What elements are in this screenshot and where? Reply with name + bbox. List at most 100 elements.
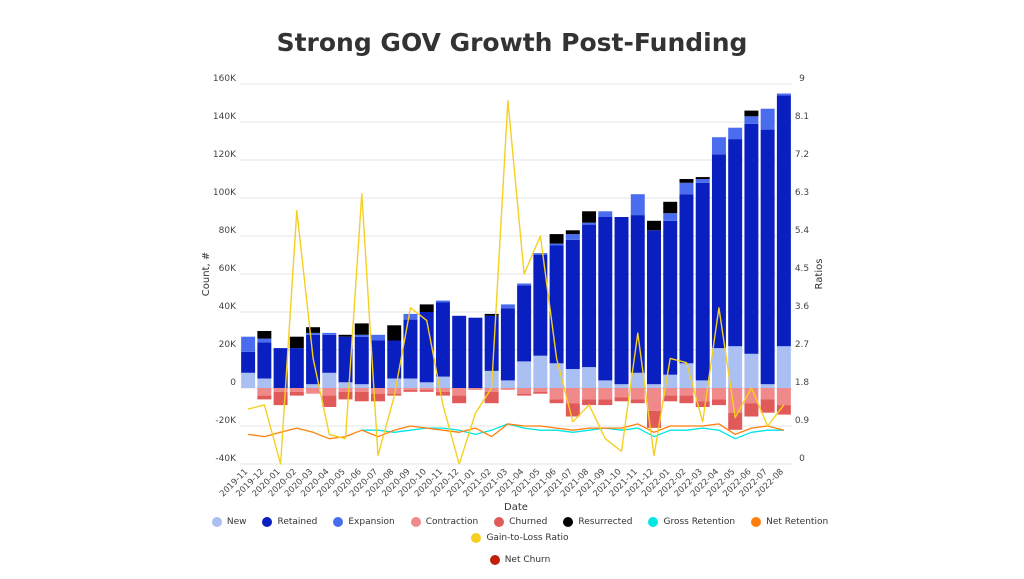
bar-contraction	[322, 388, 337, 396]
bar-resurrected	[663, 201, 678, 214]
y-right-tick-label: 6.3	[795, 188, 809, 198]
bar-new	[435, 376, 450, 388]
bar-new	[338, 382, 353, 388]
legend-marker-net-churn	[489, 555, 500, 565]
legend-label-retained: Retained	[277, 517, 318, 527]
bar-retained	[582, 224, 597, 368]
bar-expansion	[760, 108, 775, 130]
bar-retained	[468, 317, 483, 388]
bar-churned	[549, 399, 564, 404]
line-gross-retention	[361, 423, 784, 440]
bar-new	[565, 369, 580, 388]
bar-contraction	[711, 388, 726, 400]
bar-new	[500, 380, 515, 388]
y-right-tick-label: 3.6	[795, 302, 810, 312]
legend-item-resurrected[interactable]: Resurrected	[563, 517, 632, 527]
bar-expansion	[695, 179, 710, 183]
bar-churned	[435, 391, 450, 396]
bar-churned	[760, 399, 775, 413]
bar-resurrected	[306, 327, 321, 333]
bar-retained	[419, 312, 434, 383]
bar-churned	[728, 412, 743, 430]
bar-retained	[273, 348, 288, 388]
bar-churned	[289, 391, 304, 396]
line-gain-to-loss-ratio	[247, 100, 785, 465]
legend-label-resurrected: Resurrected	[578, 517, 633, 527]
y-right-axis-label: Ratios	[814, 259, 825, 290]
y-left-tick-label: 120K	[213, 150, 237, 160]
bar-retained	[598, 217, 613, 381]
legend-item-expansion[interactable]: Expansion	[333, 517, 395, 527]
legend-label-net-retention: Net Retention	[766, 517, 829, 527]
bar-retained	[663, 220, 678, 375]
bar-churned	[517, 393, 532, 396]
legend-item-retained[interactable]: Retained	[262, 517, 317, 527]
bar-expansion	[549, 243, 564, 246]
bar-churned	[452, 395, 467, 404]
bar-new	[711, 348, 726, 388]
bar-new	[760, 384, 775, 388]
bar-churned	[403, 389, 418, 392]
bar-churned	[533, 391, 548, 394]
legend-item-net-churn[interactable]: Net Churn	[489, 555, 550, 565]
bar-churned	[776, 405, 791, 415]
bar-resurrected	[744, 110, 759, 117]
bar-retained	[533, 255, 548, 356]
y-left-tick-label: 100K	[213, 188, 237, 198]
bar-contraction	[452, 388, 467, 396]
bar-churned	[744, 403, 759, 417]
bar-retained	[257, 342, 272, 379]
bar-churned	[371, 393, 385, 402]
bar-retained	[289, 348, 304, 388]
y-right-tick-label: 7.2	[795, 150, 809, 160]
bar-expansion	[630, 194, 645, 216]
bar-expansion	[306, 332, 321, 335]
bar-new	[403, 378, 418, 388]
bar-resurrected	[484, 313, 499, 316]
bar-new	[257, 378, 272, 388]
bar-new	[306, 384, 321, 388]
bar-contraction	[371, 388, 385, 394]
y-right-tick-label: 2.7	[795, 340, 809, 350]
legend-item-gross-retention[interactable]: Gross Retention	[648, 517, 735, 527]
bar-contraction	[484, 388, 499, 392]
bar-churned	[663, 395, 678, 402]
legend-item-new[interactable]: New	[211, 517, 246, 527]
bar-retained	[435, 302, 450, 377]
legend-marker-retained	[262, 517, 273, 527]
legend-item-gain-to-loss-ratio[interactable]: Gain-to-Loss Ratio	[471, 533, 569, 543]
y-right-tick-label: 0.9	[795, 416, 810, 426]
bar-retained	[695, 182, 710, 381]
bar-new	[517, 361, 532, 388]
bar-contraction	[630, 388, 645, 400]
legend-marker-contraction	[410, 517, 421, 527]
legend-marker-churned	[494, 517, 505, 527]
bar-expansion	[711, 137, 726, 155]
bar-expansion	[679, 182, 694, 195]
bar-resurrected	[419, 304, 434, 312]
bar-new	[387, 378, 402, 388]
bar-retained	[776, 95, 791, 347]
bar-churned	[354, 391, 369, 402]
bar-new	[630, 372, 645, 388]
bar-expansion	[776, 93, 791, 96]
bar-contraction	[403, 388, 418, 390]
bar-expansion	[322, 332, 337, 335]
y-right-tick-label: 4.5	[795, 264, 809, 274]
legend-item-churned[interactable]: Churned	[494, 517, 547, 527]
bar-new	[728, 346, 743, 388]
bar-resurrected	[549, 234, 564, 244]
bar-contraction	[647, 388, 661, 411]
bar-retained	[354, 336, 369, 385]
bar-retained	[760, 129, 775, 385]
legend-marker-resurrected	[563, 517, 574, 527]
bar-contraction	[273, 388, 288, 392]
y-left-tick-label: 20K	[219, 340, 237, 350]
bar-contraction	[744, 388, 759, 404]
bar-churned	[257, 395, 272, 400]
legend-item-net-retention[interactable]: Net Retention	[751, 517, 828, 527]
y-left-axis-label: Count, #	[201, 252, 212, 296]
bar-churned	[598, 399, 613, 406]
legend-item-contraction[interactable]: Contraction	[410, 517, 478, 527]
